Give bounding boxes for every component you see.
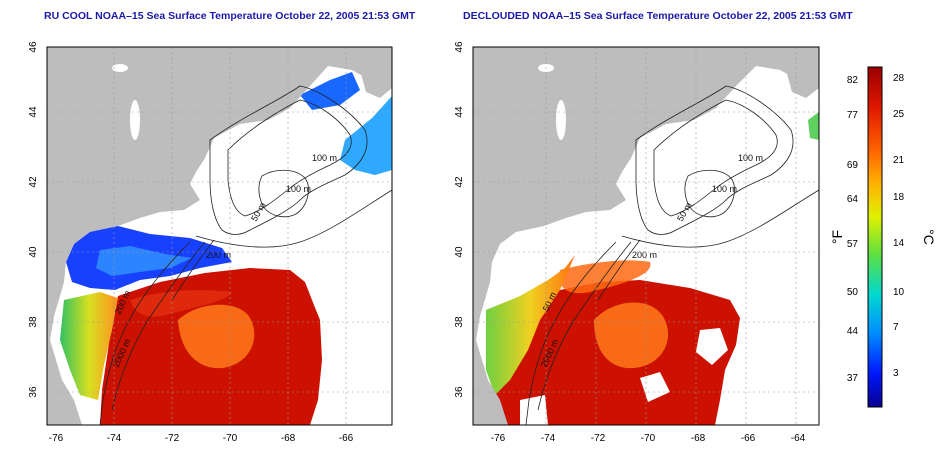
left-map-frame <box>46 46 393 426</box>
f-tick: 64 <box>847 194 859 205</box>
left-cool-speckle <box>96 246 192 276</box>
contour-label: 100 m <box>286 184 311 194</box>
left-land <box>47 47 392 425</box>
f-tick: 37 <box>847 373 859 384</box>
contour-label: 200 m <box>206 250 231 260</box>
lat-tick: 38 <box>28 316 39 328</box>
right-lon-ticks: -76 -74 -72 -70 -68 -66 -64 <box>491 433 806 444</box>
lon-tick: -70 <box>641 433 656 444</box>
lat-tick: 42 <box>454 176 465 188</box>
left-warm-eddy <box>178 304 255 369</box>
f-tick: 57 <box>847 239 859 250</box>
f-tick: 50 <box>847 287 859 298</box>
lat-tick: 46 <box>454 41 465 53</box>
left-bathymetry-contours <box>99 85 393 426</box>
c-tick: 7 <box>893 322 899 333</box>
lat-tick: 46 <box>28 41 39 53</box>
lat-tick: 44 <box>28 106 39 118</box>
f-tick: 82 <box>847 75 859 86</box>
lat-tick: 42 <box>28 176 39 188</box>
contour-label: 100 m <box>712 184 737 194</box>
lon-tick: -72 <box>165 433 180 444</box>
lat-tick: 40 <box>454 246 465 258</box>
contour-label: 100 m <box>312 153 337 163</box>
lon-tick: -68 <box>281 433 296 444</box>
lon-tick: -66 <box>339 433 354 444</box>
lat-tick: 36 <box>454 386 465 398</box>
right-land <box>473 47 819 425</box>
lon-tick: -76 <box>49 433 64 444</box>
lat-tick: 36 <box>28 386 39 398</box>
left-warm-tongue <box>130 290 232 317</box>
c-tick: 10 <box>893 287 905 298</box>
right-cloud-hole <box>696 328 728 365</box>
right-map-title: DECLOUDED NOAA–15 Sea Surface Temperatur… <box>463 10 853 22</box>
right-coastal-strip <box>486 255 575 395</box>
lon-tick: -70 <box>223 433 238 444</box>
c-tick: 18 <box>893 192 905 203</box>
left-lake <box>112 64 128 72</box>
lon-tick: -64 <box>791 433 806 444</box>
colorbar-gradient <box>867 66 883 408</box>
left-grid <box>47 47 392 425</box>
left-ne-cool-patch <box>340 96 392 175</box>
left-lake <box>130 100 140 140</box>
c-tick: 3 <box>893 368 899 379</box>
contour-label: 100 m <box>738 153 763 163</box>
left-ne-patch-small <box>300 72 360 110</box>
right-grid <box>473 47 819 425</box>
lon-tick: -72 <box>591 433 606 444</box>
left-lon-ticks: -76 -74 -72 -70 -68 -66 <box>49 433 354 444</box>
f-tick: 44 <box>847 326 859 337</box>
c-tick: 25 <box>893 109 905 120</box>
lon-tick: -74 <box>107 433 122 444</box>
left-lat-ticks: 36 38 40 42 44 46 <box>28 41 39 398</box>
lat-tick: 44 <box>454 106 465 118</box>
celsius-ticks: 28 25 21 18 14 10 7 3 <box>893 73 905 379</box>
fahrenheit-ticks: 82 77 69 64 57 50 44 37 <box>847 75 859 384</box>
right-lat-ticks: 36 38 40 42 44 46 <box>454 41 465 398</box>
right-cloud-hole <box>640 372 670 402</box>
f-tick: 69 <box>847 160 859 171</box>
right-lake <box>556 100 566 140</box>
temperature-colorbar: 82 77 69 64 57 50 44 37 28 25 21 18 14 1… <box>829 66 937 408</box>
lon-tick: -74 <box>541 433 556 444</box>
fahrenheit-unit-label: °F <box>829 230 845 244</box>
left-nova-scotia <box>360 60 392 98</box>
right-cloud-hole <box>730 350 760 425</box>
right-map-frame <box>472 46 820 426</box>
right-warm-eddy <box>594 302 669 369</box>
contour-label: 200 m <box>632 250 657 260</box>
lon-tick: -66 <box>741 433 756 444</box>
right-nova-scotia <box>786 60 819 98</box>
lat-tick: 38 <box>454 316 465 328</box>
lon-tick: -76 <box>491 433 506 444</box>
right-ne-patch <box>808 112 819 140</box>
c-tick: 28 <box>893 73 905 84</box>
lon-tick: -68 <box>691 433 706 444</box>
right-orange-band <box>559 260 651 294</box>
right-cloud-hole <box>520 395 548 425</box>
celsius-unit-label: °C <box>921 229 937 245</box>
lat-tick: 40 <box>28 246 39 258</box>
left-coastal-strip <box>60 292 118 400</box>
c-tick: 14 <box>893 238 905 249</box>
left-sst-map <box>47 47 393 426</box>
right-bathymetry-contours <box>525 85 820 426</box>
left-map-title: RU COOL NOAA–15 Sea Surface Temperature … <box>44 10 416 22</box>
c-tick: 21 <box>893 155 905 166</box>
f-tick: 77 <box>847 110 859 121</box>
